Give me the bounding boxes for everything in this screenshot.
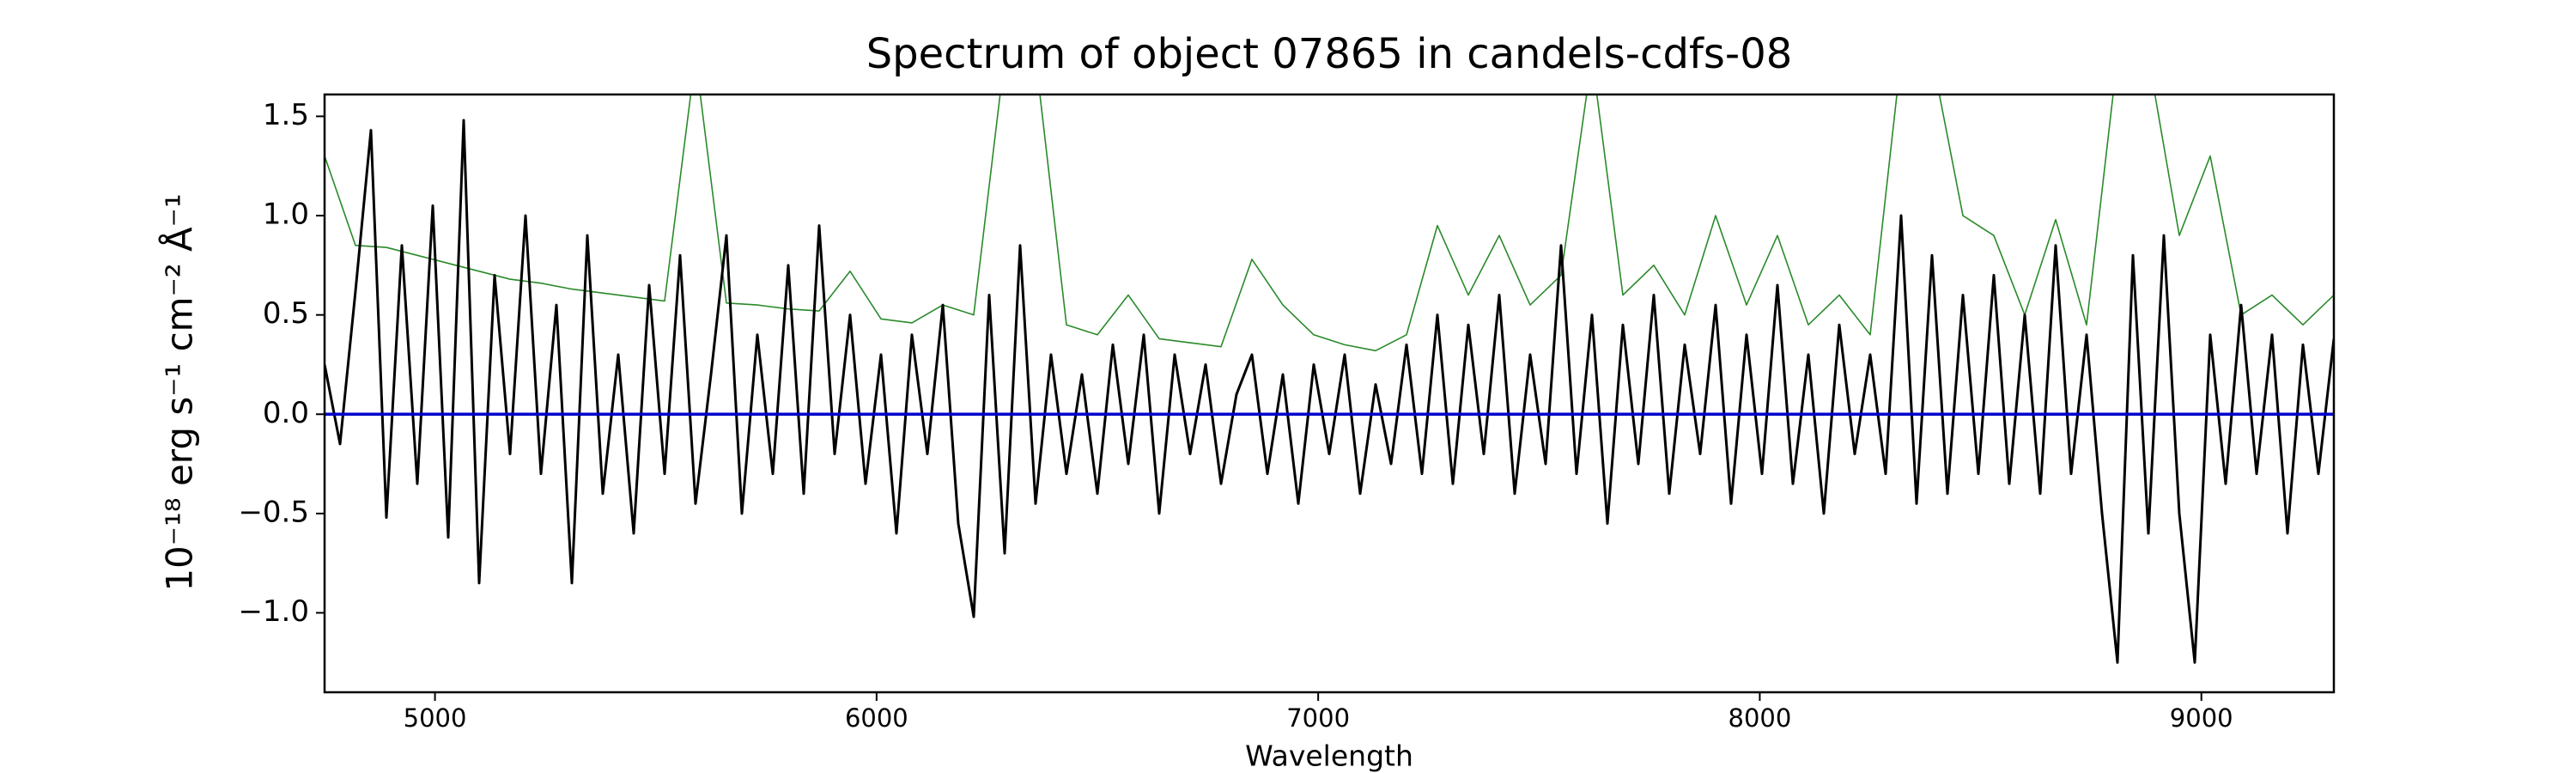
plot-area: [325, 94, 2334, 664]
spectrum-line: [325, 119, 2334, 664]
y-tick-label: 0.5: [263, 296, 309, 331]
y-tick-label: 1.5: [263, 98, 309, 132]
y-tick-label: −1.0: [238, 594, 309, 629]
x-axis-label: Wavelength: [1245, 740, 1413, 773]
x-tick-label: 7000: [1286, 703, 1350, 733]
spectrum-line: [325, 94, 2334, 352]
x-tick-label: 8000: [1728, 703, 1792, 733]
x-tick-label: 9000: [2170, 703, 2233, 733]
y-tick-label: 1.0: [263, 198, 309, 232]
x-tick-label: 6000: [845, 703, 908, 733]
chart-title: Spectrum of object 07865 in candels-cdfs…: [866, 30, 1793, 78]
x-tick-label: 5000: [404, 703, 467, 733]
y-axis-label: 10⁻¹⁸ erg s⁻¹ cm⁻² Å⁻¹: [158, 193, 201, 591]
y-tick-label: 0.0: [263, 396, 309, 430]
y-tick-label: −0.5: [238, 495, 309, 529]
plot-frame: [323, 93, 2336, 694]
